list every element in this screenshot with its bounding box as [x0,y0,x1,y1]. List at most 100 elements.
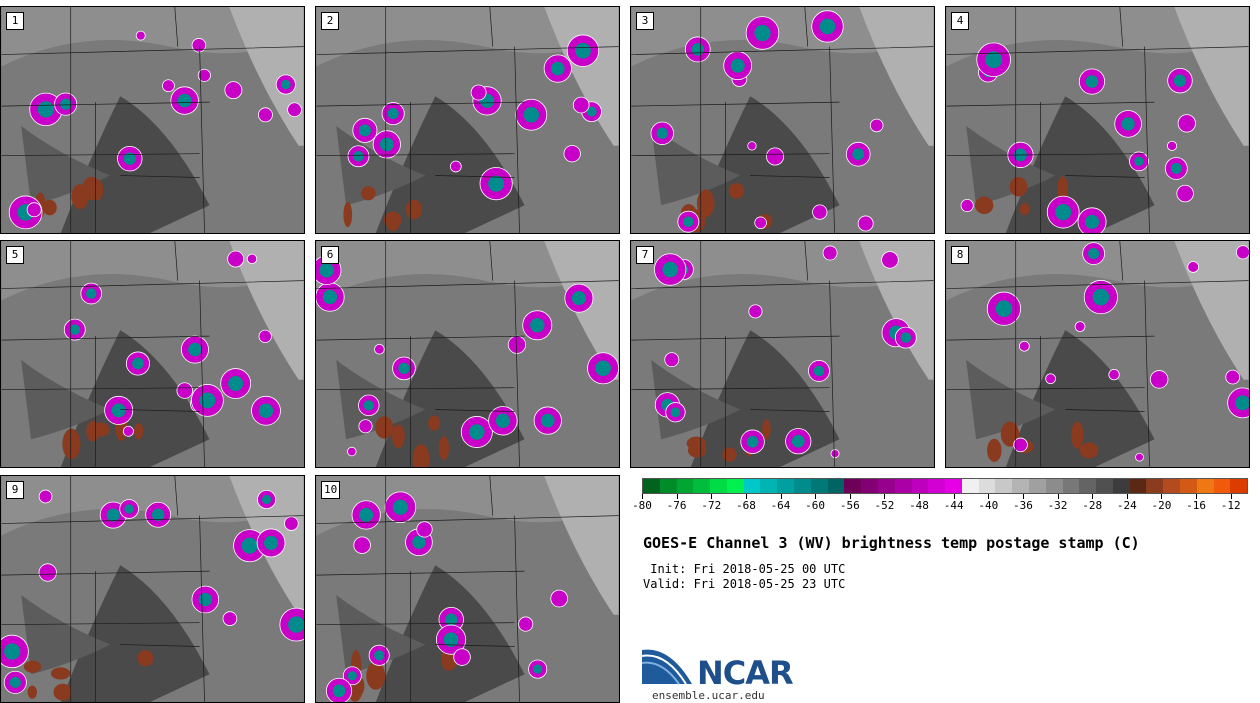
colorbar-tick [1092,494,1094,499]
moisture-band [316,7,619,67]
colorbar-swatch [1028,479,1046,493]
convective-cell [176,382,193,399]
colorbar-tick [1230,494,1232,499]
dry-region [651,125,741,206]
cold-cloud-top [4,643,21,660]
water-vapor-imagery [1,241,304,467]
moist-plume [1174,241,1249,380]
warm-pixels [696,189,715,218]
colorbar-swatch [827,479,845,493]
warm-pixels [405,199,423,220]
cold-cloud-top [445,613,458,626]
convective-cell [960,199,974,213]
state-borders [631,241,934,467]
moist-plume [229,241,304,380]
warm-pixels [1057,176,1068,201]
warm-pixels [50,667,71,680]
cold-cloud-top [1055,204,1072,221]
colorbar-tick [884,494,886,499]
convective-cell [754,216,767,230]
warm-pixels [722,447,737,462]
colorbar-swatch [978,479,996,493]
colorbar-swatch [1163,479,1180,493]
water-vapor-imagery [1,476,304,702]
colorbar-tick-label: -20 [1151,499,1172,512]
convective-cell [135,30,146,41]
moist-plume [1174,7,1249,146]
water-vapor-imagery [316,241,619,467]
cold-cloud-top [258,403,274,419]
logo-text: NCAR [697,654,794,692]
cold-cloud-top [662,261,679,278]
cold-cloud-top [241,537,258,554]
cold-cloud-top [264,535,279,550]
dry-region [21,359,111,440]
colorbar-swatch [1180,479,1197,493]
cold-cloud-top [85,288,97,299]
moist-plume [859,7,934,146]
cold-cloud-top [322,289,338,305]
cold-cloud-top [995,300,1013,318]
cold-cloud-top [1235,395,1249,411]
cold-cloud-top [575,42,591,59]
convective-cell [162,79,175,93]
colorbar-swatch [1196,479,1214,493]
map-panel-10: 10 [315,475,620,703]
state-borders [631,7,934,233]
cold-cloud-top [188,342,202,357]
cold-cloud-top [683,216,694,227]
convective-cell [572,96,590,114]
dry-region [336,359,426,440]
convective-cell [830,449,840,459]
cold-cloud-top [985,51,1003,69]
state-borders [316,7,619,233]
panel-label: 1 [6,12,24,30]
warm-pixels [1000,421,1020,447]
water-vapor-imagery [631,7,934,233]
colorbar-swatch [1146,479,1164,493]
convective-cell [1074,321,1086,332]
cold-cloud-top [198,592,212,607]
moisture-band [631,241,934,301]
warm-pixels [23,660,42,673]
colorbar-swatch [861,479,878,493]
cold-cloud-top [1173,74,1187,87]
convective-cell [766,147,785,166]
panel-label: 6 [321,246,339,264]
dry-region [966,359,1056,440]
convective-cell [664,352,680,368]
cold-cloud-top [1121,117,1135,131]
chart-title: GOES-E Channel 3 (WV) brightness temp po… [643,534,1140,552]
panel-label: 9 [6,481,24,499]
convective-cell [1187,261,1200,273]
panel-label: 7 [636,246,654,264]
moisture-band [631,7,934,67]
panel-label: 8 [951,246,969,264]
convective-cell [449,160,462,173]
colorbar-swatch [961,479,979,493]
cold-cloud-top [319,263,334,278]
cold-cloud-top [392,499,409,515]
colorbar-tick [642,494,643,499]
convective-cell [1108,368,1120,381]
convective-cell [347,446,357,457]
colorbar-tick [815,494,817,499]
cold-cloud-top [353,151,364,162]
warm-pixels [71,184,89,210]
cold-cloud-top [281,79,291,90]
state-borders [1,241,304,467]
cold-cloud-top [228,376,244,392]
colorbar-swatch [794,479,811,493]
cold-cloud-top [262,494,272,505]
colorbar-swatch [1129,479,1147,493]
colorbar-tick-label: -76 [666,499,687,512]
warm-pixels [375,416,394,439]
cold-cloud-top [813,365,825,377]
convective-cell [227,250,245,268]
convective-cell [1176,184,1194,203]
warm-pixels [392,424,405,449]
water-vapor-imagery [946,7,1249,233]
colorbar-swatch [710,479,727,493]
colorbar-swatch [643,479,660,493]
cold-cloud-top [900,332,912,343]
